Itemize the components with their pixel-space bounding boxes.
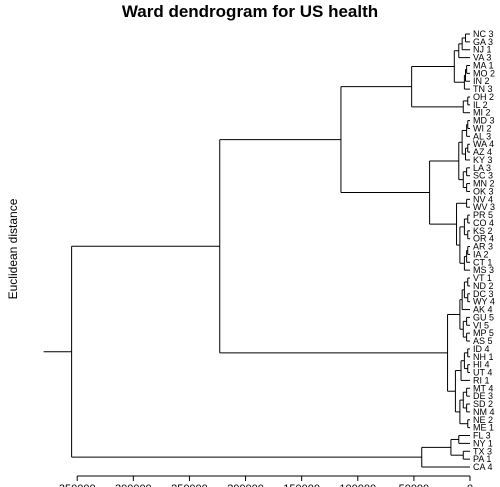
x-axis-tick-label: 0	[467, 483, 473, 487]
leaf-label: ND 2	[473, 281, 494, 291]
x-axis-tick-label: 150000	[283, 483, 320, 487]
leaf-labels: NC 3GA 3NJ 1VA 3MA 1MO 2IN 2TN 3OH 2IL 2…	[473, 29, 495, 472]
x-axis-tick-label: 250000	[171, 483, 208, 487]
leaf-label: VA 3	[473, 53, 491, 63]
leaf-label: VT 1	[473, 273, 492, 283]
leaf-label: AR 3	[473, 242, 493, 252]
leaf-label: MD 3	[473, 116, 495, 126]
leaf-label: SD 2	[473, 399, 493, 409]
leaf-label: NV 4	[473, 194, 493, 204]
leaf-label: VI 5	[473, 320, 489, 330]
leaf-label: KY 3	[473, 155, 492, 165]
leaf-label: OK 3	[473, 186, 494, 196]
leaf-label: NY 1	[473, 438, 493, 448]
leaf-label: AK 4	[473, 305, 493, 315]
leaf-label: UT 4	[473, 368, 492, 378]
leaf-label: HI 4	[473, 360, 490, 370]
leaf-label: NM 4	[473, 407, 495, 417]
leaf-label: TN 3	[473, 84, 493, 94]
leaf-label: OR 4	[473, 234, 494, 244]
x-axis-tick-label: 300000	[115, 483, 152, 487]
leaf-label: MP 5	[473, 328, 494, 338]
leaf-label: TX 3	[473, 446, 492, 456]
leaf-label: NC 3	[473, 29, 494, 39]
leaf-label: DE 3	[473, 391, 493, 401]
leaf-label: WY 4	[473, 297, 495, 307]
leaf-label: AS 5	[473, 336, 493, 346]
x-axis-tick-label: 350000	[59, 483, 96, 487]
x-axis: 350000 300000 250000 200000 150000 100000 5000…	[59, 475, 473, 487]
leaf-label: OH 2	[473, 92, 494, 102]
leaf-label: MT 4	[473, 383, 493, 393]
leaf-label: WV 3	[473, 202, 495, 212]
leaf-label: MN 2	[473, 179, 495, 189]
leaf-label: IA 2	[473, 249, 489, 259]
leaf-label: ID 4	[473, 344, 490, 354]
leaf-label: AZ 4	[473, 147, 492, 157]
leaf-label: GA 3	[473, 37, 493, 47]
leaf-label: ME 1	[473, 423, 494, 433]
leaf-label: KS 2	[473, 226, 493, 236]
leaf-label: MS 3	[473, 265, 494, 275]
leaf-label: MI 2	[473, 108, 491, 118]
leaf-label: CA 4	[473, 462, 493, 472]
leaf-label: IN 2	[473, 76, 490, 86]
leaf-label: WA 4	[473, 139, 494, 149]
leaf-label: MA 1	[473, 60, 494, 70]
leaf-label: GU 5	[473, 312, 494, 322]
leaf-label: FL 3	[473, 431, 491, 441]
leaf-label: NH 1	[473, 352, 494, 362]
leaf-label: CO 4	[473, 218, 494, 228]
leaf-label: NJ 1	[473, 45, 492, 55]
x-axis-tick-label: 50000	[399, 483, 430, 487]
dendrogram-branches	[43, 33, 470, 468]
x-axis-tick-label: 100000	[339, 483, 376, 487]
leaf-label: DC 3	[473, 289, 494, 299]
leaf-label: WI 2	[473, 123, 492, 133]
x-axis-tick-label: 200000	[227, 483, 264, 487]
leaf-label: PR 5	[473, 210, 493, 220]
chart-title: Ward dendrogram for US health	[121, 2, 379, 21]
leaf-label: CT 1	[473, 257, 492, 267]
leaf-label: NE 2	[473, 415, 493, 425]
leaf-label: SC 3	[473, 171, 493, 181]
leaf-label: IL 2	[473, 100, 488, 110]
leaf-label: RI 1	[473, 375, 490, 385]
leaf-label: LA 3	[473, 163, 491, 173]
leaf-label: AL 3	[473, 131, 491, 141]
leaf-label: PA 1	[473, 454, 491, 464]
leaf-label: MO 2	[473, 68, 495, 78]
